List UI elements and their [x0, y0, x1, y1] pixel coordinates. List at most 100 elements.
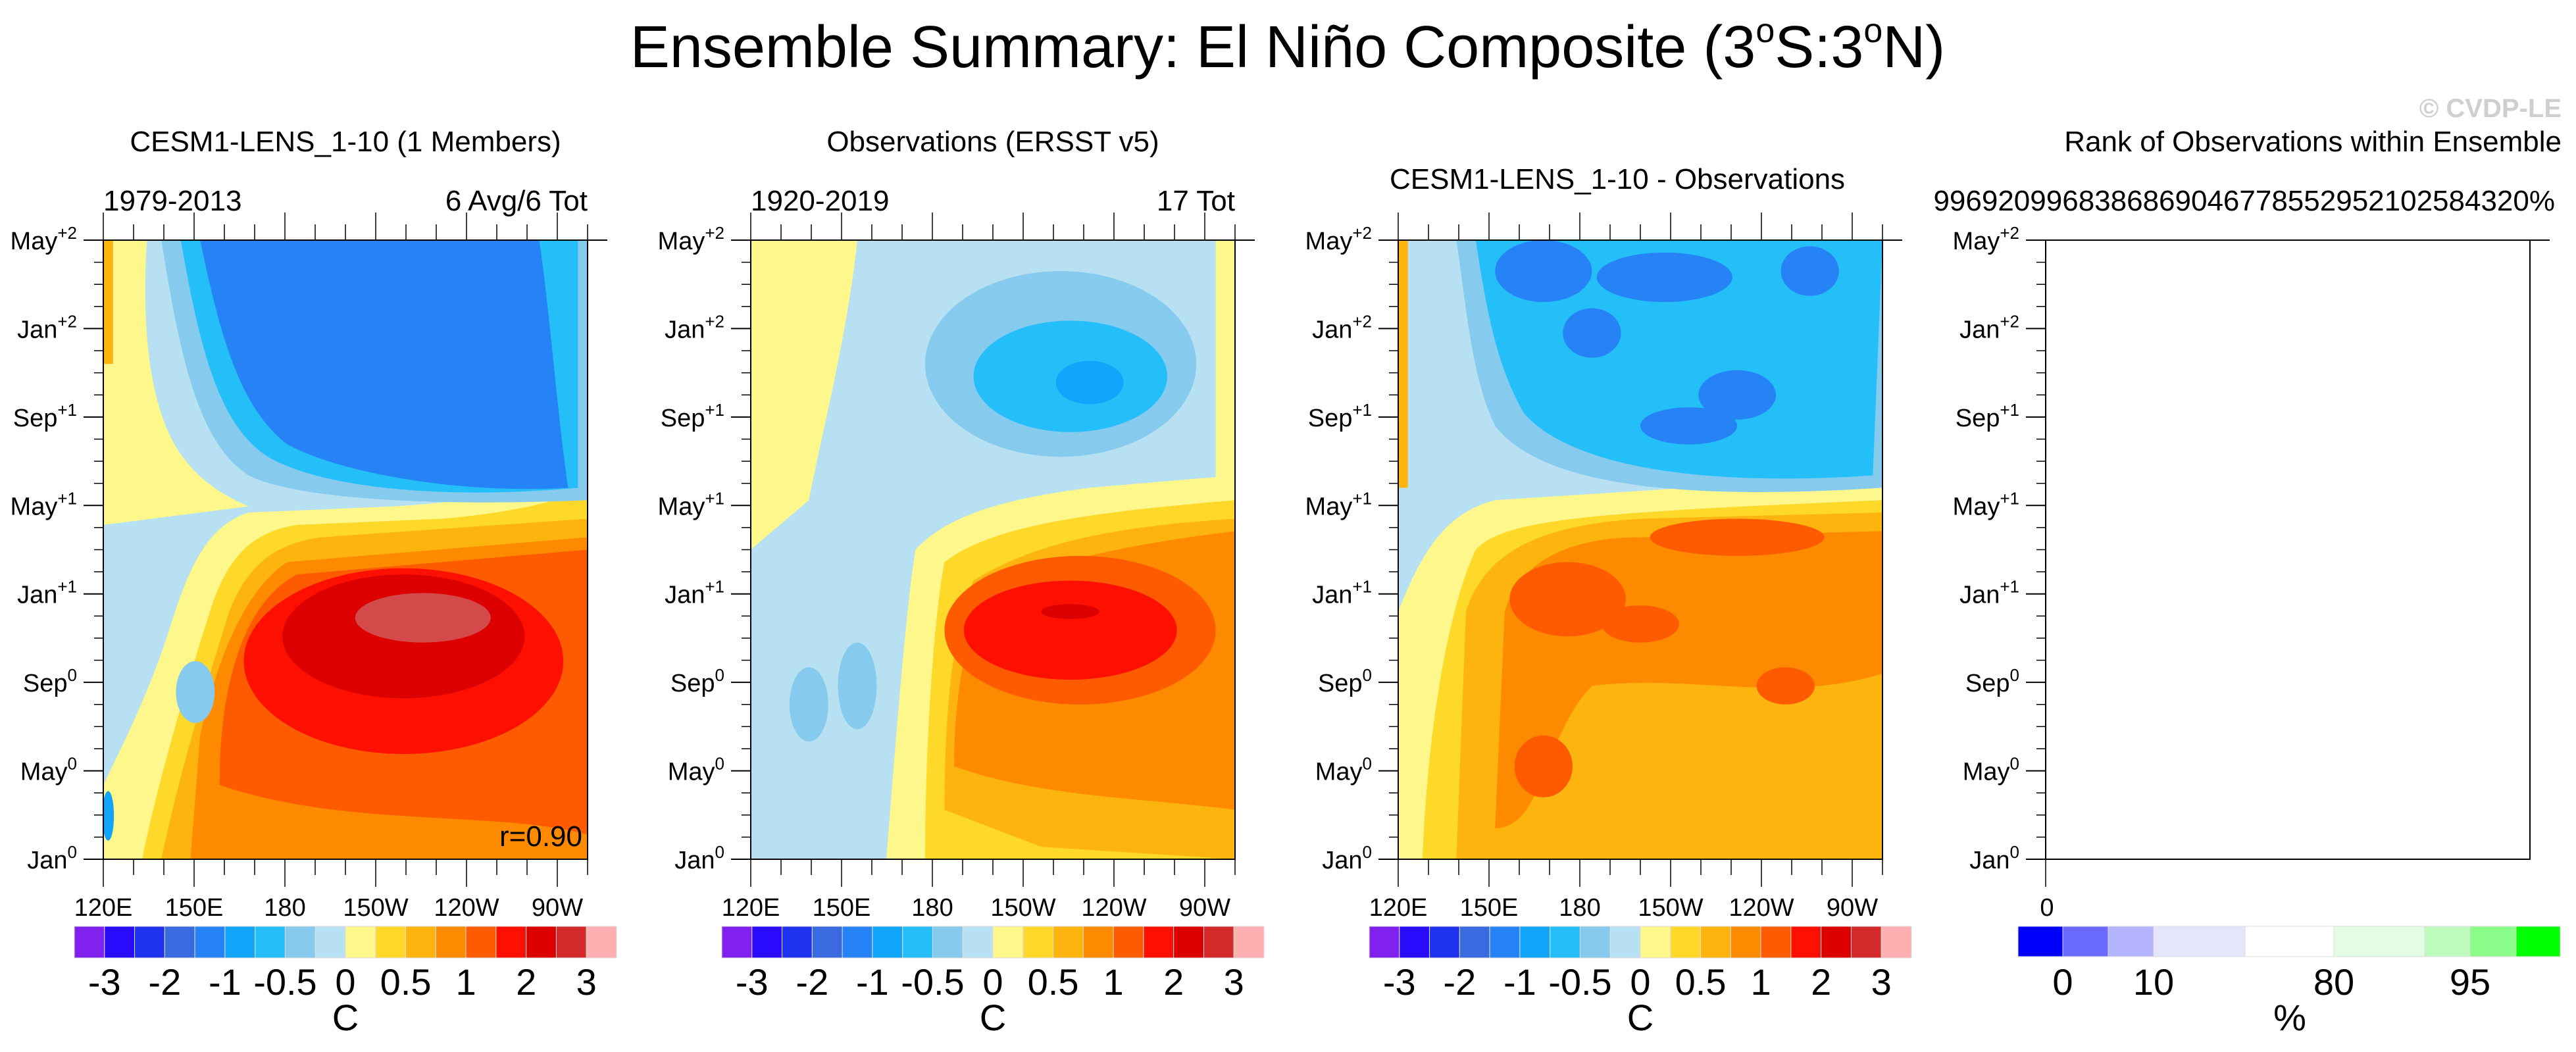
colorbar-swatch [842, 926, 873, 959]
colorbar-label: -1 [209, 961, 241, 1003]
colorbar-swatch [1082, 926, 1114, 959]
x-tick-label: 120E [1369, 894, 1428, 922]
colorbar-label: -3 [88, 961, 121, 1003]
heatmap-difference [1398, 240, 1882, 859]
colorbar-label: -2 [1443, 961, 1476, 1003]
rank-colorbar-label: 80 [2313, 961, 2354, 1003]
colorbar-label: -2 [148, 961, 181, 1003]
rank-colorbar-swatch [2108, 926, 2154, 957]
colorbar-swatch [932, 926, 963, 959]
pattern-correlation: r=0.90 [499, 820, 582, 853]
y-tick-label: Sep+1 [1956, 400, 2019, 432]
x-tick-label: 120E [722, 894, 780, 922]
rank-colorbar-swatch [2515, 926, 2561, 957]
y-tick-label: Jan+2 [1312, 311, 1372, 343]
colorbar-label: 3 [1224, 961, 1244, 1003]
x-tick-label: 0 [2040, 894, 2054, 922]
colorbar-label: 0.5 [380, 961, 432, 1003]
rank-colorbar-swatch [2244, 926, 2335, 957]
x-tick-label: 150W [990, 894, 1055, 922]
colorbar-swatch [962, 926, 994, 959]
x-tick-label: 90W [532, 894, 583, 922]
y-tick-label: May0 [1963, 754, 2019, 786]
rank-colorbar-swatch [2424, 926, 2471, 957]
axes-layer: CESM1-LENS_1-10 (1 Members) 1979-2013 6 Av… [11, 126, 2562, 1038]
x-tick-label: 150E [165, 894, 224, 922]
colorbar-swatch [465, 926, 497, 959]
rank-colorbar-label: 0 [2052, 961, 2073, 1003]
colorbar-swatch [1143, 926, 1174, 959]
colorbar-swatch [284, 926, 316, 959]
rank-colorbar-swatch [2153, 926, 2246, 957]
colorbar-label: 3 [1871, 961, 1892, 1003]
x-tick-label: 180 [264, 894, 305, 922]
colorbar-swatch [1640, 926, 1671, 959]
colorbar-swatch [1579, 926, 1611, 959]
colorbar-swatch [495, 926, 527, 959]
colorbar-swatch [104, 926, 136, 959]
colorbar-label: 0 [335, 961, 355, 1003]
rank-values: 9969209968386869046778552952102584320% [1933, 185, 2555, 217]
colorbar-swatch [345, 926, 376, 959]
colorbar-swatch [1173, 926, 1204, 959]
x-tick-label: 150E [813, 894, 871, 922]
colorbar-label: -1 [856, 961, 889, 1003]
colorbar-swatch [1233, 926, 1265, 959]
colorbar-label: -2 [796, 961, 828, 1003]
colorbar-label: -3 [736, 961, 769, 1003]
rank-colorbar-label: 10 [2133, 961, 2174, 1003]
colorbar-swatch [1609, 926, 1641, 959]
x-tick-label: 90W [1179, 894, 1230, 922]
panel-count: 6 Avg/6 Tot [445, 185, 588, 217]
colorbar-swatch [405, 926, 436, 959]
x-tick-label: 150E [1460, 894, 1519, 922]
colorbar-swatch [194, 926, 226, 959]
colorbar-swatch [782, 926, 813, 959]
colorbar-swatch [375, 926, 407, 959]
y-tick-label: Sep+1 [661, 400, 724, 432]
x-tick-label: 180 [1559, 894, 1600, 922]
heatmap-model [103, 240, 588, 859]
colorbar-label: 2 [1163, 961, 1184, 1003]
colorbar-swatch [586, 926, 617, 959]
y-tick-label: Sep0 [670, 665, 724, 697]
colorbar-label: 1 [456, 961, 476, 1003]
colorbar-swatch [164, 926, 195, 959]
x-tick-label: 120E [74, 894, 133, 922]
panel-title: CESM1-LENS_1-10 - Observations [1390, 163, 1845, 195]
y-tick-label: Jan0 [27, 842, 77, 874]
colorbar-swatch [992, 926, 1024, 959]
rank-colorbar-label: 95 [2450, 961, 2490, 1003]
y-tick-label: Sep+1 [13, 400, 77, 432]
colorbar-label: -0.5 [901, 961, 965, 1003]
colorbar-swatch [224, 926, 256, 959]
colorbar-swatch [74, 926, 105, 959]
colorbar-swatch [1369, 926, 1400, 959]
x-tick-label: 120W [1729, 894, 1794, 922]
rank-colorbar-swatch [2017, 926, 2063, 957]
x-tick-label: 120W [1081, 894, 1146, 922]
colorbar-swatch [1760, 926, 1792, 959]
colorbar-swatch [1881, 926, 1912, 959]
colorbar-swatch [1113, 926, 1144, 959]
y-tick-label: May+1 [658, 488, 724, 520]
colorbar-swatch [435, 926, 467, 959]
colorbar-swatch [1489, 926, 1521, 959]
colorbar-label: -0.5 [1548, 961, 1612, 1003]
y-tick-label: Jan+1 [665, 577, 724, 609]
colorbar-swatch [902, 926, 933, 959]
rank-colorbar-swatch [2333, 926, 2425, 957]
colorbar-swatch [1821, 926, 1852, 959]
rank-colorbar-swatch [2469, 926, 2517, 957]
y-tick-label: May+1 [11, 488, 77, 520]
panel-title: CESM1-LENS_1-10 (1 Members) [130, 126, 561, 158]
y-tick-label: May0 [1315, 754, 1372, 786]
panel-period: 1920-2019 [751, 185, 889, 217]
x-tick-label: 150W [343, 894, 408, 922]
x-tick-label: 180 [911, 894, 953, 922]
colorbar-swatch [1700, 926, 1731, 959]
y-tick-label: Jan0 [1969, 842, 2019, 874]
y-tick-label: Jan+1 [1959, 577, 2019, 609]
y-tick-label: Sep0 [1965, 665, 2019, 697]
